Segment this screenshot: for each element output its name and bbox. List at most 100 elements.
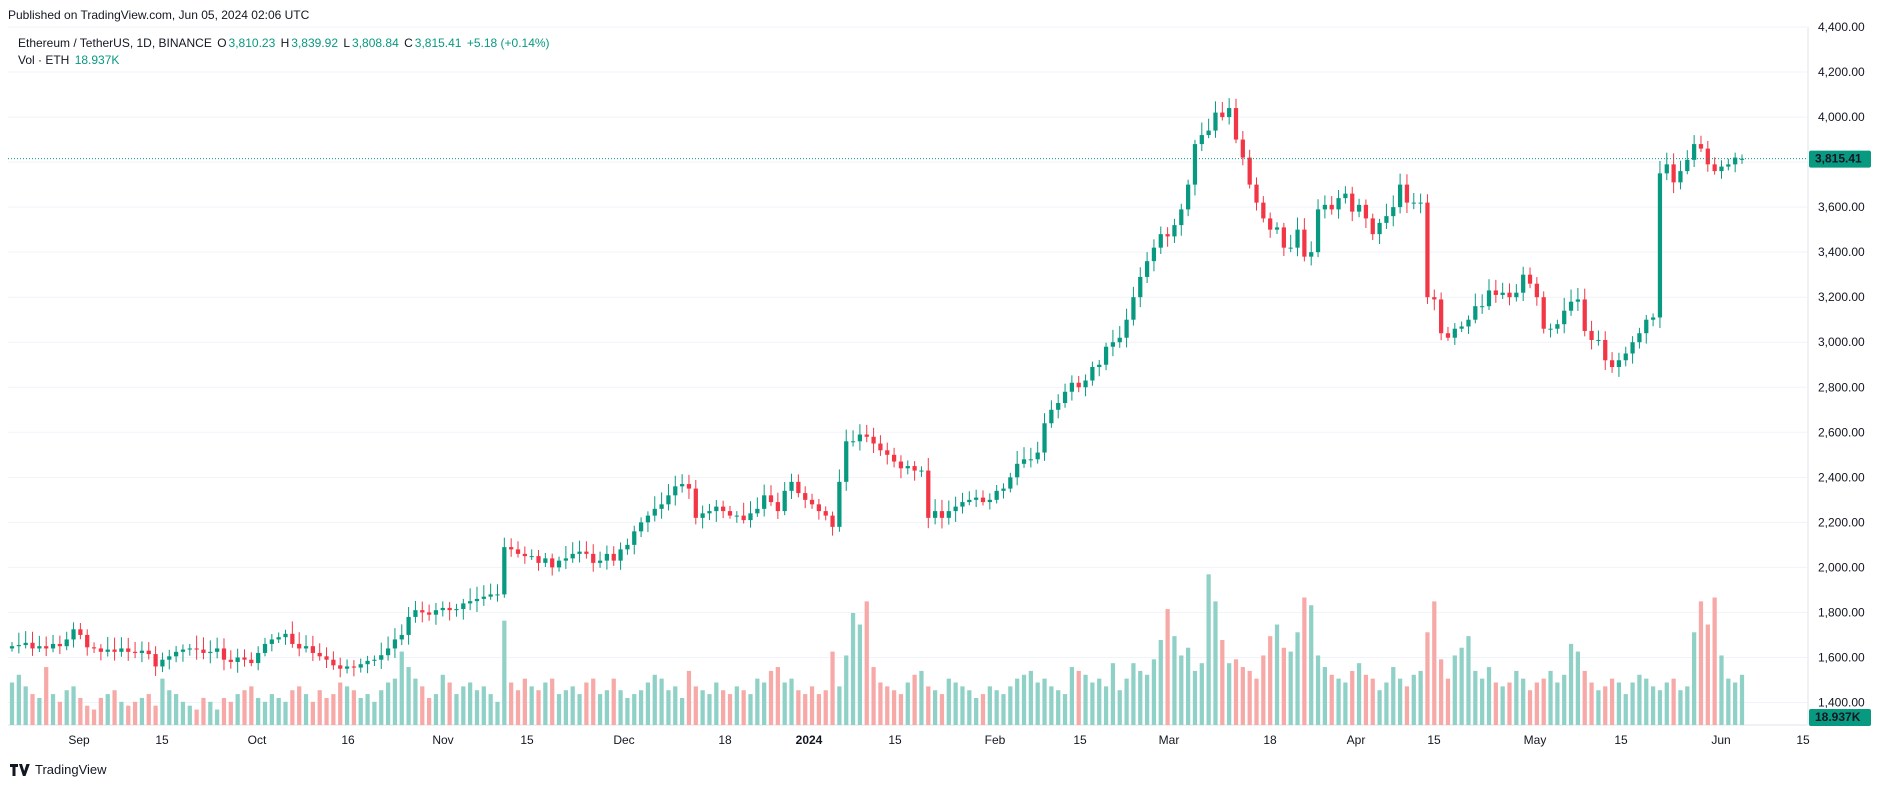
volume-bar [509,682,514,725]
candle-body [1158,234,1163,248]
volume-bar [146,694,151,725]
candle-body [433,610,439,615]
volume-bar [625,697,630,725]
volume-bar [276,697,281,725]
volume-bar [652,674,657,725]
volume-bar [1131,663,1136,725]
candle-body [78,629,83,635]
volume-bar [1336,678,1341,725]
candle-body [967,499,972,503]
volume-bar [1616,682,1622,725]
volume-bar [454,694,459,725]
candle-body [1288,247,1293,249]
candle-body [71,629,76,640]
volume-bar [1671,678,1676,725]
candle-body [550,558,555,568]
volume-bar [1582,670,1587,725]
volume-bar [1151,659,1157,725]
volume-bar [1322,667,1328,725]
candle-body [1726,164,1731,167]
volume-bar [878,682,883,725]
candle-body [1206,130,1211,136]
candle-body [146,650,151,655]
volume-bar [399,651,404,725]
volume-bar [1090,682,1095,725]
volume-bar [1117,690,1122,725]
volume-bar [1350,670,1355,725]
footer-brand[interactable]: TradingView [10,762,107,777]
volume-bar [379,690,384,725]
candle-body [1445,333,1451,338]
candle-body [1630,342,1635,354]
candle-body [1664,164,1669,174]
candle-body [310,646,315,653]
volume-bar [529,686,534,725]
candle-body [1281,227,1286,248]
candle-body [1397,184,1403,208]
last-price-label: 3,815.41 [1815,152,1862,166]
volume-bar [481,686,486,725]
tradingview-logo-icon [10,763,30,776]
candle-body [1220,112,1225,118]
candle-body [187,648,192,650]
candle-body [488,594,493,597]
time-tick-label: 15 [1796,733,1810,747]
volume-bar [1261,655,1266,725]
change-value: +5.18 (+0.14%) [466,36,550,50]
time-tick-label: 15 [1427,733,1441,747]
candle-body [283,633,288,638]
candle-body [659,504,664,509]
volume-bar [1596,690,1601,725]
volume-bar [215,709,220,725]
candle-body [850,441,856,443]
candle-body [91,647,97,649]
candle-body [1609,360,1615,367]
candle-body [734,515,739,517]
volume-bar [1227,663,1232,725]
volume-bar [1589,682,1594,725]
volume-row: Vol · ETH 18.937K [18,52,552,69]
volume-label: Vol · ETH [18,53,70,67]
volume-bar [1110,663,1116,725]
candle-body [1391,207,1396,217]
candle-body [365,660,370,665]
volume-bar [502,620,507,725]
high-value: 3,839.92 [291,36,338,50]
candle-body [1117,337,1122,343]
time-tick-label: 15 [520,733,534,747]
candle-body [1363,204,1369,219]
candle-body [1199,135,1204,145]
volume-bar [1144,674,1150,725]
candle-body [1514,292,1519,298]
volume-bar [249,686,254,725]
volume-bar [823,690,828,725]
volume-bar [351,690,357,725]
volume-bar [1678,690,1683,725]
volume-bar [447,682,452,725]
candle-body [1671,164,1676,183]
candle-body [570,553,575,559]
candle-body [1247,157,1252,185]
candle-body [509,547,514,550]
candle-body [1056,403,1061,410]
last-volume-label: 18.937K [1815,710,1861,724]
candle-body [1548,328,1553,330]
volume-bar [228,701,233,725]
volume-bar [1644,678,1649,725]
candle-body [584,551,589,554]
candle-body [358,664,363,668]
candle-body [823,511,828,516]
volume-bar [1500,686,1505,725]
time-tick-label: 15 [1073,733,1087,747]
volume-bar [1568,643,1574,725]
candle-body [809,499,815,505]
candle-body [1103,346,1109,365]
volume-bar [1555,682,1560,725]
volume-bar [939,694,945,725]
candle-body [1015,463,1020,478]
volume-bar [967,690,972,725]
volume-bar [850,612,856,725]
last-price-badge [1809,150,1871,168]
candle-body [372,659,377,661]
